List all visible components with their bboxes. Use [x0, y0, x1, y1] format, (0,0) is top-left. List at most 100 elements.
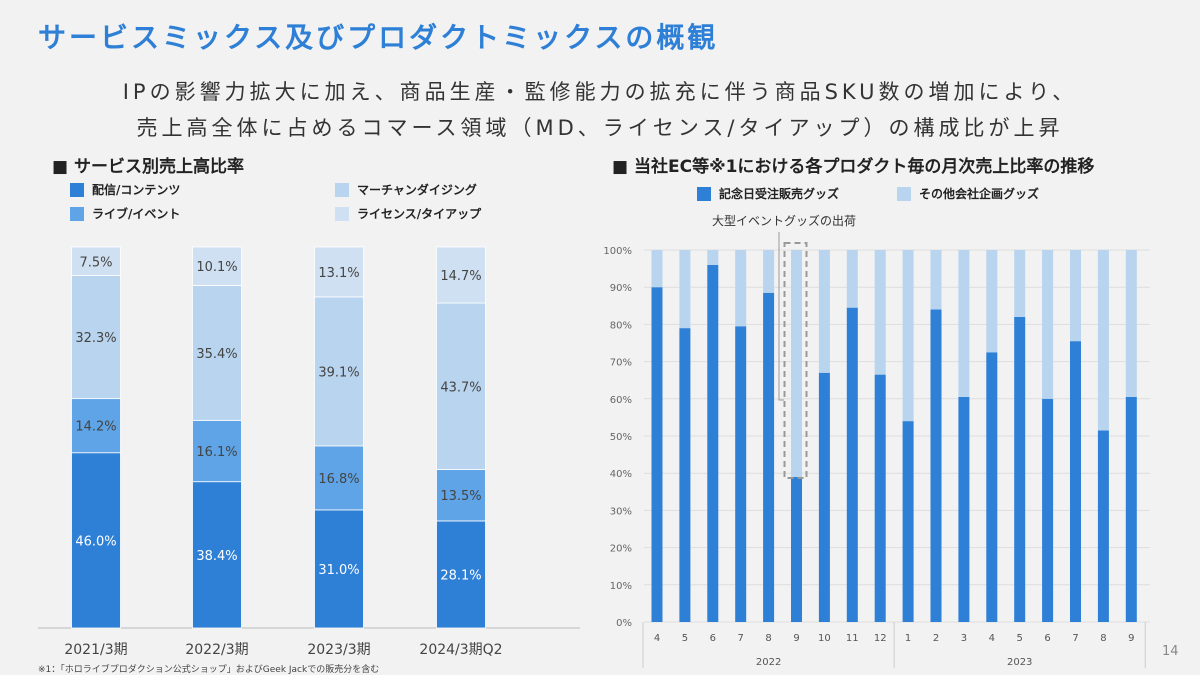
bar-segment — [791, 476, 802, 622]
y-tick-label: 90% — [610, 283, 632, 294]
x-tick-label: 5 — [682, 633, 688, 644]
y-tick-label: 80% — [610, 320, 632, 331]
page-title: サービスミックス及びプロダクトミックスの概観 — [38, 21, 719, 54]
y-tick-label: 100% — [603, 246, 632, 257]
bar-segment — [958, 396, 970, 622]
x-tick-label: 2022/3期 — [185, 642, 248, 658]
bar-segment — [314, 246, 364, 298]
bar-segment — [192, 285, 242, 421]
left-stacked-bar-chart: 46.0% 14.2% 32.3% 7.5% 2021/3期 38.4% 16.1% 35.4… — [38, 246, 580, 658]
legend-label: ライブ/イベント — [92, 207, 181, 221]
data-label: 35.4% — [196, 347, 237, 362]
legend-item: 配信/コンテンツ — [70, 181, 180, 198]
y-tick-label: 40% — [610, 469, 632, 480]
data-label: 7.5% — [79, 255, 112, 270]
bar-segment — [930, 309, 942, 622]
y-tick-label: 70% — [610, 358, 632, 369]
y-tick-label: 10% — [610, 581, 632, 592]
bar-segment — [1097, 250, 1109, 431]
bar-segment — [846, 307, 858, 622]
bar-segment — [818, 250, 830, 373]
x-tick-label: 2024/3期Q2 — [419, 642, 502, 658]
bar-segment — [902, 421, 914, 622]
x-tick-label: 9 — [793, 633, 799, 644]
legend-item: その他会社企画グッズ — [897, 185, 1039, 202]
bar-segment — [735, 250, 747, 327]
bar-segment — [71, 452, 121, 629]
legend-label: その他会社企画グッズ — [919, 187, 1040, 201]
legend-swatch — [697, 186, 711, 201]
data-label: 13.1% — [318, 266, 359, 281]
data-label: 31.0% — [318, 563, 359, 578]
year-label: 2022 — [756, 657, 781, 668]
legend-item: ライブ/イベント — [70, 205, 180, 222]
bar-segment — [71, 275, 121, 400]
bar-segment — [192, 419, 242, 483]
bar-segment — [958, 250, 970, 397]
legend-item: ライセンス/タイアップ — [335, 205, 481, 222]
bar-segment — [679, 250, 691, 329]
bar-segment — [874, 374, 886, 622]
bar-segment — [436, 246, 486, 304]
y-tick-label: 60% — [610, 395, 632, 406]
bar-segment — [1042, 250, 1054, 399]
legend-item: 記念日受注販売グッズ — [697, 185, 839, 202]
bar-segment — [1042, 398, 1054, 622]
bar-segment — [791, 250, 802, 477]
bar-segment — [763, 250, 775, 293]
year-label: 2023 — [1007, 657, 1032, 668]
right-chart-title: ■ 当社EC等※1における各プロダクト毎の月次売上比率の推移 — [612, 157, 1095, 177]
bar-segment — [436, 302, 486, 470]
legend-swatch — [335, 182, 349, 197]
x-tick-label: 11 — [846, 633, 859, 644]
bar-segment — [192, 481, 242, 629]
data-label: 38.4% — [196, 549, 237, 564]
bar-segment — [874, 250, 886, 375]
x-tick-label: 6 — [1044, 633, 1050, 644]
legend-swatch — [335, 206, 349, 221]
x-tick-label: 3 — [961, 633, 967, 644]
x-tick-label: 2023/3期 — [307, 642, 370, 658]
data-label: 43.7% — [440, 380, 481, 395]
annotation-text: 大型イベントグッズの出荷 — [712, 213, 856, 228]
legend-swatch — [70, 206, 84, 221]
subtitle-line-2: 売上高全体に占めるコマース領域（MD、ライセンス/タイアップ）の構成比が上昇 — [136, 116, 1064, 140]
bar-segment — [763, 292, 775, 622]
bar-segment — [1125, 396, 1137, 622]
bar-segment — [1014, 316, 1026, 622]
x-tick-label: 9 — [1128, 633, 1134, 644]
data-label: 13.5% — [440, 489, 481, 504]
bar-segment — [986, 352, 998, 622]
data-label: 16.1% — [196, 445, 237, 460]
bar-segment — [930, 250, 942, 310]
bar-segment — [651, 287, 663, 622]
legend-label: マーチャンダイジング — [357, 183, 477, 197]
bar-segment — [846, 250, 858, 308]
bar-segment — [902, 250, 914, 422]
data-label: 32.3% — [75, 331, 116, 346]
bar-segment — [314, 509, 364, 629]
x-tick-label: 2021/3期 — [64, 642, 127, 658]
data-label: 28.1% — [440, 568, 481, 583]
x-tick-label: 12 — [874, 633, 887, 644]
bar-segment — [707, 264, 719, 622]
bar-segment — [986, 250, 998, 353]
x-tick-label: 5 — [1017, 633, 1023, 644]
bar-segment — [707, 250, 719, 265]
x-tick-label: 8 — [1100, 633, 1106, 644]
data-label: 39.1% — [318, 365, 359, 380]
bar-segment — [436, 520, 486, 629]
annotation-highlight-box — [783, 242, 808, 479]
bar-segment — [735, 326, 747, 622]
footnote: ※1：「ホロライブプロダクション公式ショップ」およびGeek Jackでの販売分… — [38, 665, 380, 675]
x-tick-label: 2 — [933, 633, 939, 644]
subtitle-line-1: IPの影響力拡大に加え、商品生産・監修能力の拡充に伴う商品SKU数の増加により、 — [122, 80, 1078, 104]
bar-segment — [1070, 250, 1081, 342]
bar-segment — [651, 250, 663, 288]
bar-segment — [71, 398, 121, 454]
page-number: 14 — [1162, 644, 1179, 659]
x-tick-label: 10 — [818, 633, 831, 644]
bar-segment — [1070, 341, 1081, 622]
bar-segment — [1125, 250, 1137, 397]
x-tick-label: 6 — [710, 633, 716, 644]
